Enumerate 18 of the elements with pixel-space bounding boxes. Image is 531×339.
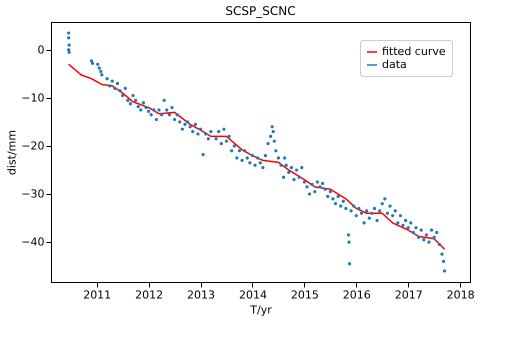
chart-title: SCSP_SCNC [225,4,296,18]
legend-label: fitted curve [382,45,446,58]
x-tick-label: 2012 [135,288,164,302]
x-axis-title: T/yr [249,304,272,316]
y-tick-label: −30 [21,188,44,201]
y-tick-label: −10 [21,91,44,104]
legend-label: data [382,58,407,71]
x-tick-label: 2013 [187,288,216,302]
x-tick-label: 2018 [446,288,475,302]
x-tick-label: 2016 [342,288,371,302]
y-tick-label: −20 [21,139,44,152]
y-tick-label: −40 [21,236,44,249]
y-tick-label: 0 [38,43,44,56]
x-tick-label: 2017 [394,288,423,302]
x-tick-label: 2015 [290,288,319,302]
x-tick-label: 2014 [238,288,267,302]
y-axis-title: dist/mm [5,130,18,176]
x-tick-label: 2011 [83,288,112,302]
